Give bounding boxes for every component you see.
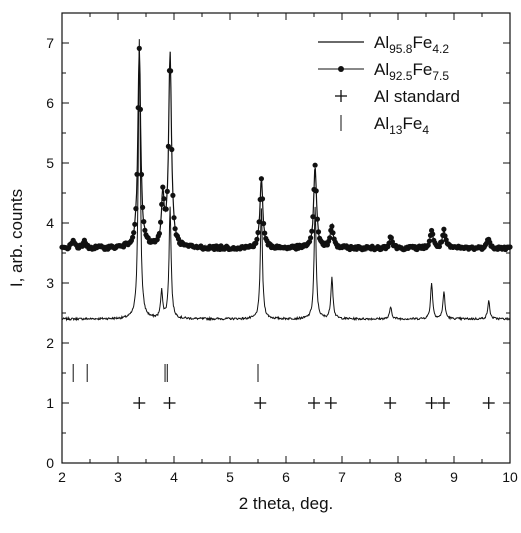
series-point-al92 (161, 196, 167, 202)
x-tick-label: 8 (394, 469, 402, 485)
legend-label: Al95.8Fe4.2 (374, 33, 449, 56)
series-point-al92 (254, 236, 260, 242)
x-tick-label: 9 (450, 469, 458, 485)
series-point-al92 (138, 171, 145, 178)
series-point-al92 (131, 230, 137, 236)
x-tick-label: 2 (58, 469, 66, 485)
series-point-al92 (156, 230, 162, 237)
x-tick-label: 5 (226, 469, 234, 485)
series-point-al92 (436, 243, 442, 250)
series-point-al92 (312, 162, 318, 168)
series-point-al92 (171, 215, 177, 221)
series-point-al92 (169, 146, 175, 153)
x-tick-label: 3 (114, 469, 122, 485)
legend-label: Al standard (374, 87, 460, 106)
y-tick-label: 3 (46, 275, 54, 291)
series-point-al92 (256, 219, 262, 225)
x-tick-label: 6 (282, 469, 290, 485)
series-point-al92 (253, 240, 259, 246)
series-point-al92 (313, 188, 319, 194)
series-point-al92 (309, 228, 315, 234)
series-line-al95 (61, 39, 511, 322)
y-tick-label: 2 (46, 335, 54, 351)
series-point-al92 (310, 214, 316, 220)
series-point-al92 (168, 68, 174, 74)
y-axis-title: I, arb. counts (7, 189, 26, 287)
x-tick-label: 7 (338, 469, 346, 485)
series-point-al92 (261, 220, 267, 227)
y-tick-label: 7 (46, 35, 54, 51)
x-tick-label: 10 (502, 469, 518, 485)
series-point-al92 (327, 235, 333, 241)
series-point-al92 (259, 196, 266, 202)
series-point-al92 (315, 229, 322, 235)
y-tick-label: 6 (46, 95, 54, 111)
legend-label: Al92.5Fe7.5 (374, 60, 449, 83)
series-point-al92 (442, 233, 448, 239)
series-point-al92 (142, 227, 148, 233)
series-point-al92 (430, 231, 436, 237)
series-point-al92 (255, 229, 261, 236)
series-point-al92 (170, 192, 176, 198)
marker-layer (72, 364, 495, 409)
series-point-al92 (330, 230, 336, 236)
legend-swatch-dot (338, 66, 344, 72)
series-point-al92 (425, 242, 431, 248)
series-point-al92 (308, 235, 314, 241)
series-point-al92 (258, 176, 264, 182)
y-tick-label: 0 (46, 455, 54, 471)
series-point-al92 (136, 45, 142, 52)
series-point-al92 (439, 239, 445, 245)
series-point-al92 (172, 226, 178, 232)
series-point-al92 (134, 171, 140, 177)
series-point-al92 (164, 188, 170, 194)
series-point-al92 (158, 219, 164, 225)
legend-label: Al13Fe4 (374, 114, 429, 137)
legend: Al95.8Fe4.2 Al92.5Fe7.5 Al standard Al13Fe4 (318, 33, 460, 137)
series-point-al92 (130, 234, 136, 240)
series-point-al92 (165, 143, 171, 149)
series-point-al92 (160, 184, 166, 190)
x-axis-title: 2 theta, deg. (239, 494, 334, 513)
axis-layer: 2 3 4 5 6 7 8 9 10 0 1 2 3 4 5 6 7 (46, 12, 518, 485)
series-point-al92 (388, 235, 394, 241)
series-point-al92 (314, 216, 320, 222)
series-point-al92 (175, 236, 182, 242)
y-tick-label: 1 (46, 395, 54, 411)
series-point-al92 (140, 204, 146, 210)
y-tick-label: 5 (46, 155, 54, 171)
series-point-al92 (159, 201, 165, 207)
series-layer (59, 39, 513, 322)
series-point-al92 (262, 230, 268, 236)
series-point-al92 (426, 238, 432, 244)
series-point-al92 (441, 226, 447, 232)
series-point-al92 (141, 219, 147, 225)
series-point-al92 (133, 206, 139, 212)
x-tick-label: 4 (170, 469, 178, 485)
series-point-al92 (329, 223, 335, 229)
series-point-al92 (163, 206, 169, 212)
series-point-al92 (137, 106, 143, 112)
series-point-al92 (132, 221, 138, 227)
y-tick-label: 4 (46, 215, 54, 231)
